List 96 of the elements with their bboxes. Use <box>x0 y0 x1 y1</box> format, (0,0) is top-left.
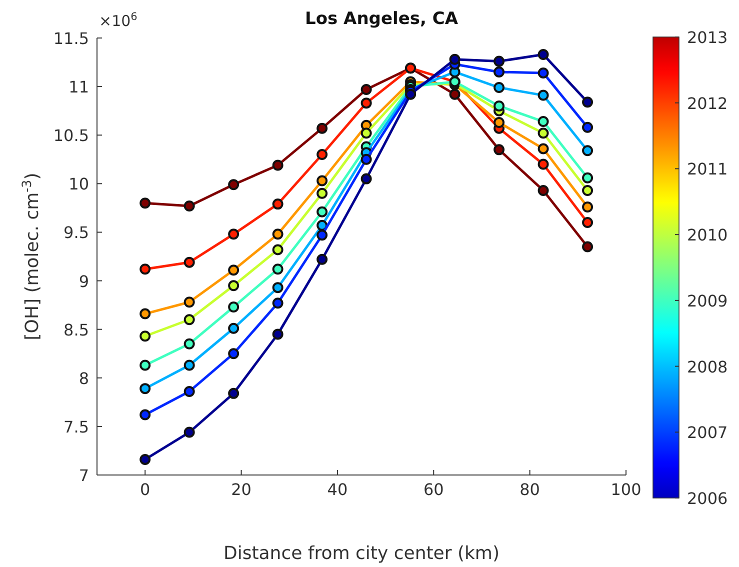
point <box>184 256 195 268</box>
point <box>360 84 372 95</box>
point <box>360 173 372 184</box>
x-tick-label: 0 <box>140 480 150 499</box>
point <box>538 143 549 154</box>
y-tick-label: 9.5 <box>64 223 89 242</box>
color-bar-label: 2007 <box>687 423 728 442</box>
color-bar-label: 2013 <box>687 28 728 47</box>
color-bar-label: 2006 <box>687 489 728 508</box>
point <box>538 116 549 128</box>
point <box>494 100 505 112</box>
point <box>582 96 594 108</box>
x-tick-label: 100 <box>610 480 642 499</box>
point <box>272 160 284 171</box>
point <box>272 282 284 294</box>
x-tick-label: 20 <box>231 480 252 499</box>
point <box>360 128 372 139</box>
chart-title: Los Angeles, CA <box>305 9 459 29</box>
point <box>272 244 284 256</box>
point <box>405 88 416 100</box>
point <box>140 330 151 342</box>
point <box>140 360 151 371</box>
text: ×10$^{6}$ <box>99 11 138 30</box>
y-tick-label: 7.5 <box>64 417 89 436</box>
point <box>316 188 328 199</box>
point <box>582 122 594 133</box>
point <box>184 360 195 371</box>
point <box>228 280 240 292</box>
point <box>228 302 240 312</box>
x-tick-label: 80 <box>520 480 540 499</box>
point <box>494 116 505 128</box>
y-tick-label: 9 <box>78 272 89 291</box>
point <box>228 388 240 399</box>
y-tick-label: 8.5 <box>64 320 89 340</box>
point <box>140 264 151 275</box>
color-bar-label: 2011 <box>687 160 728 179</box>
y-tick-label: 10.5 <box>53 126 89 146</box>
point <box>494 144 505 156</box>
point <box>184 338 195 350</box>
point <box>228 228 240 240</box>
point <box>272 198 284 210</box>
y-tick-label: 7 <box>78 466 89 485</box>
color-bar-label: 2010 <box>687 226 728 245</box>
point <box>272 264 284 275</box>
y-tick-label: 10 <box>68 174 89 194</box>
point <box>316 122 328 134</box>
point <box>140 409 151 420</box>
point <box>538 67 549 78</box>
point <box>316 175 328 186</box>
point <box>360 154 372 165</box>
point <box>140 454 151 465</box>
point <box>494 82 505 94</box>
point <box>184 296 195 308</box>
point <box>538 49 549 60</box>
point <box>582 145 594 156</box>
point <box>494 66 505 78</box>
point <box>184 386 195 397</box>
point <box>582 172 594 184</box>
point <box>538 158 549 170</box>
color-bar-label: 2009 <box>687 291 728 310</box>
point <box>582 241 594 252</box>
point <box>582 184 594 196</box>
x-tick-label: 40 <box>327 480 348 499</box>
point <box>316 149 328 160</box>
point <box>140 198 151 209</box>
color-bar-label: 2008 <box>687 357 728 376</box>
point <box>140 308 151 320</box>
point <box>538 128 549 139</box>
x-axis-title: Distance from city center (km) <box>223 543 500 564</box>
point <box>272 228 284 240</box>
y-tick-label: 11.5 <box>53 29 89 48</box>
point <box>184 426 195 438</box>
point <box>228 179 240 190</box>
point <box>228 348 240 360</box>
point <box>228 264 240 276</box>
x-tick-label: 60 <box>423 480 444 499</box>
point <box>449 88 460 100</box>
point <box>538 90 549 101</box>
y-tick-label: 8 <box>78 368 89 388</box>
point <box>316 206 328 218</box>
point <box>360 98 372 109</box>
point <box>184 200 195 212</box>
point <box>140 383 151 394</box>
point <box>494 56 505 67</box>
color-bar-label: 2012 <box>687 94 728 113</box>
point <box>582 217 594 228</box>
point <box>272 298 284 309</box>
point <box>449 54 460 65</box>
point <box>228 322 240 334</box>
y-tick-label: 11 <box>68 78 89 97</box>
point <box>272 328 284 340</box>
point <box>538 184 549 196</box>
point <box>184 314 195 326</box>
point <box>582 201 594 212</box>
point <box>316 230 328 241</box>
point <box>316 254 328 265</box>
